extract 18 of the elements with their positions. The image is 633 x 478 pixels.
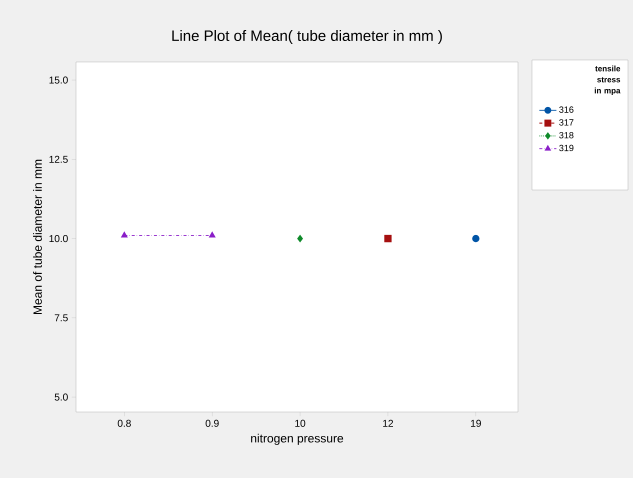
- y-tick-label: 12.5: [50, 156, 68, 163]
- legend-label: 316: [559, 106, 574, 113]
- y-axis-title: Mean of tube diameter in mm: [33, 160, 42, 314]
- legend-label: 317: [559, 119, 574, 126]
- y-tick-label: 10.0: [50, 235, 68, 242]
- x-axis-title: nitrogen pressure: [251, 434, 344, 445]
- x-tick-label: 0.9: [206, 420, 219, 427]
- chart-title: Line Plot of Mean( tube diameter in mm ): [172, 30, 442, 44]
- x-tick-label: 10: [295, 420, 306, 427]
- y-tick-label: 15.0: [50, 76, 68, 84]
- legend-label: 319: [559, 144, 574, 152]
- legend-label: 318: [559, 132, 574, 138]
- x-tick-label: 19: [471, 420, 481, 427]
- y-tick-label: 5.0: [54, 394, 68, 401]
- y-tick-label: 7.5: [54, 314, 68, 322]
- legend-title: tensile stress in mpa: [594, 66, 621, 95]
- x-tick-label: 0.8: [118, 420, 131, 427]
- x-tick-label: 12: [383, 420, 394, 427]
